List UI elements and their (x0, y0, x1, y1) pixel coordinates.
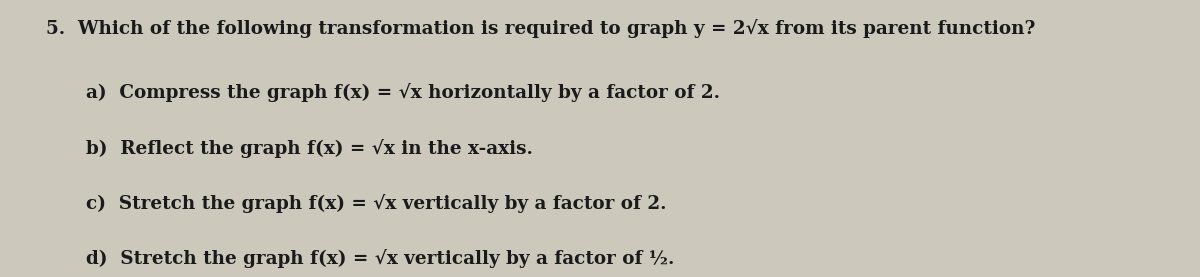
Text: a)  Compress the graph f(x) = √x horizontally by a factor of 2.: a) Compress the graph f(x) = √x horizont… (86, 83, 720, 102)
Text: b)  Reflect the graph f(x) = √x in the x-axis.: b) Reflect the graph f(x) = √x in the x-… (86, 138, 533, 158)
Text: 5.  Which of the following transformation is required to graph y = 2√x from its : 5. Which of the following transformation… (46, 19, 1034, 39)
Text: d)  Stretch the graph f(x) = √x vertically by a factor of ½.: d) Stretch the graph f(x) = √x verticall… (86, 249, 674, 268)
Text: c)  Stretch the graph f(x) = √x vertically by a factor of 2.: c) Stretch the graph f(x) = √x verticall… (86, 194, 667, 213)
